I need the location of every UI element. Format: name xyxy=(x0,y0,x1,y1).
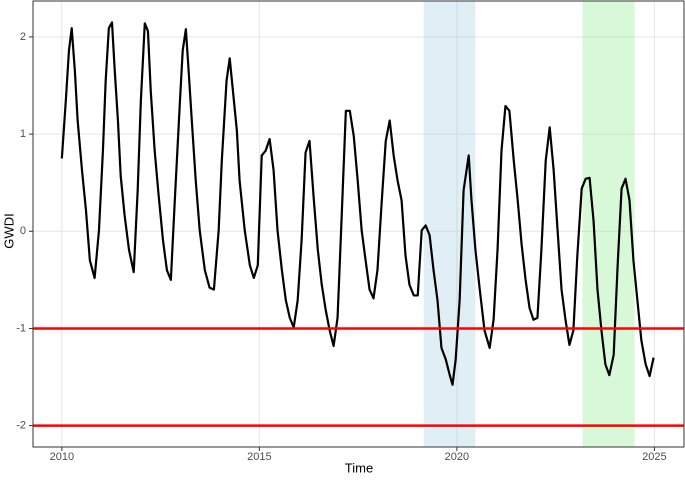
shaded-band xyxy=(423,1,476,447)
y-tick-label: -1 xyxy=(16,322,26,334)
panel-border xyxy=(32,0,685,448)
y-tick-label: 0 xyxy=(20,225,26,237)
x-axis-label: Time xyxy=(345,460,373,475)
x-tick-label: 2010 xyxy=(50,451,74,463)
x-tick-label: 2025 xyxy=(642,451,666,463)
data-line xyxy=(60,21,655,386)
y-tick-label: 2 xyxy=(20,31,26,43)
shaded-band xyxy=(582,1,635,447)
x-tick-label: 2015 xyxy=(247,451,271,463)
x-tick-label: 2020 xyxy=(445,451,469,463)
y-axis-label: GWDI xyxy=(1,213,16,248)
y-tick-label: -2 xyxy=(16,420,26,432)
y-tick-label: 1 xyxy=(20,128,26,140)
